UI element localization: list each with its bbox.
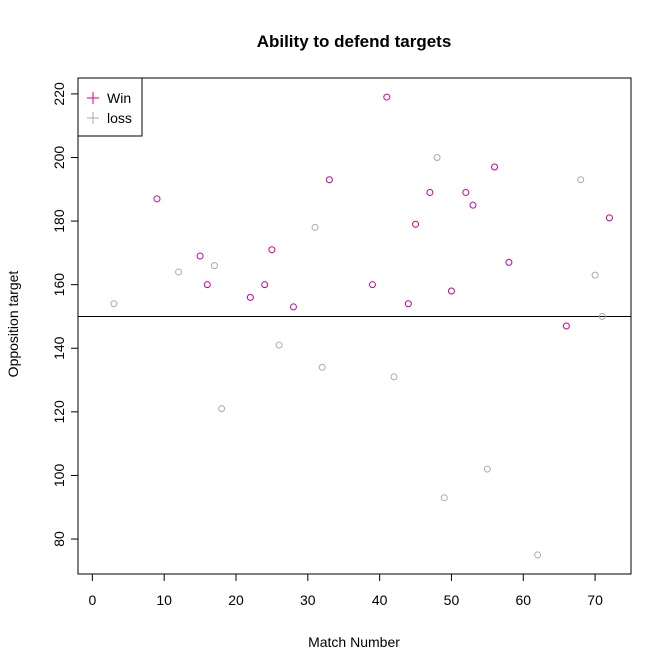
y-tick-label: 100 (51, 464, 67, 488)
loss-point (598, 312, 606, 320)
loss-point (433, 153, 441, 161)
loss-point (210, 262, 218, 270)
loss-point (390, 373, 398, 381)
x-tick-label: 60 (515, 592, 531, 608)
x-axis: 0 10 20 30 40 50 60 70 (88, 573, 603, 608)
data-points (110, 93, 613, 559)
legend-label-win: Win (107, 90, 131, 106)
x-tick-label: 0 (88, 592, 96, 608)
x-axis-label: Match Number (308, 634, 400, 650)
win-point (268, 246, 276, 254)
y-tick-label: 160 (51, 273, 67, 297)
win-point (404, 300, 412, 308)
win-point (153, 195, 161, 203)
win-point (426, 188, 434, 196)
loss-point (577, 176, 585, 184)
y-tick-label: 120 (51, 400, 67, 424)
loss-point (591, 271, 599, 279)
loss-point (218, 405, 226, 413)
loss-point (534, 551, 542, 559)
win-point (562, 322, 570, 330)
legend-label-loss: loss (107, 110, 132, 126)
win-point (368, 281, 376, 289)
x-tick-label: 70 (587, 592, 603, 608)
plot-area-frame (77, 77, 632, 575)
x-tick-label: 40 (372, 592, 388, 608)
legend-item-loss: loss (87, 110, 132, 126)
y-tick-label: 220 (51, 82, 67, 106)
win-point (447, 287, 455, 295)
y-tick-label: 200 (51, 146, 67, 170)
win-point (505, 258, 513, 266)
win-point (261, 281, 269, 289)
legend-item-win: Win (87, 90, 131, 106)
loss-point (483, 465, 491, 473)
loss-point (275, 341, 283, 349)
x-tick-label: 50 (444, 592, 460, 608)
win-point (462, 188, 470, 196)
loss-point (318, 363, 326, 371)
y-tick-label: 140 (51, 336, 67, 360)
win-point (196, 252, 204, 260)
legend-box (77, 77, 143, 137)
win-point (289, 303, 297, 311)
y-axis: 80 100 120 140 160 180 200 220 (51, 82, 79, 547)
win-point (246, 293, 254, 301)
win-point (325, 176, 333, 184)
y-axis-label: Opposition target (5, 271, 21, 378)
y-tick-label: 80 (51, 531, 67, 547)
chart-title: Ability to defend targets (257, 32, 452, 51)
x-tick-label: 30 (300, 592, 316, 608)
y-tick-label: 180 (51, 209, 67, 233)
win-point (605, 214, 613, 222)
win-point (383, 93, 391, 101)
win-point (412, 220, 420, 228)
x-tick-label: 20 (228, 592, 244, 608)
win-point (491, 163, 499, 171)
win-point (469, 201, 477, 209)
loss-point (110, 300, 118, 308)
loss-point (175, 268, 183, 276)
win-point (203, 281, 211, 289)
loss-point (311, 223, 319, 231)
legend: Win loss (77, 77, 143, 137)
loss-point (440, 494, 448, 502)
x-tick-label: 10 (156, 592, 172, 608)
